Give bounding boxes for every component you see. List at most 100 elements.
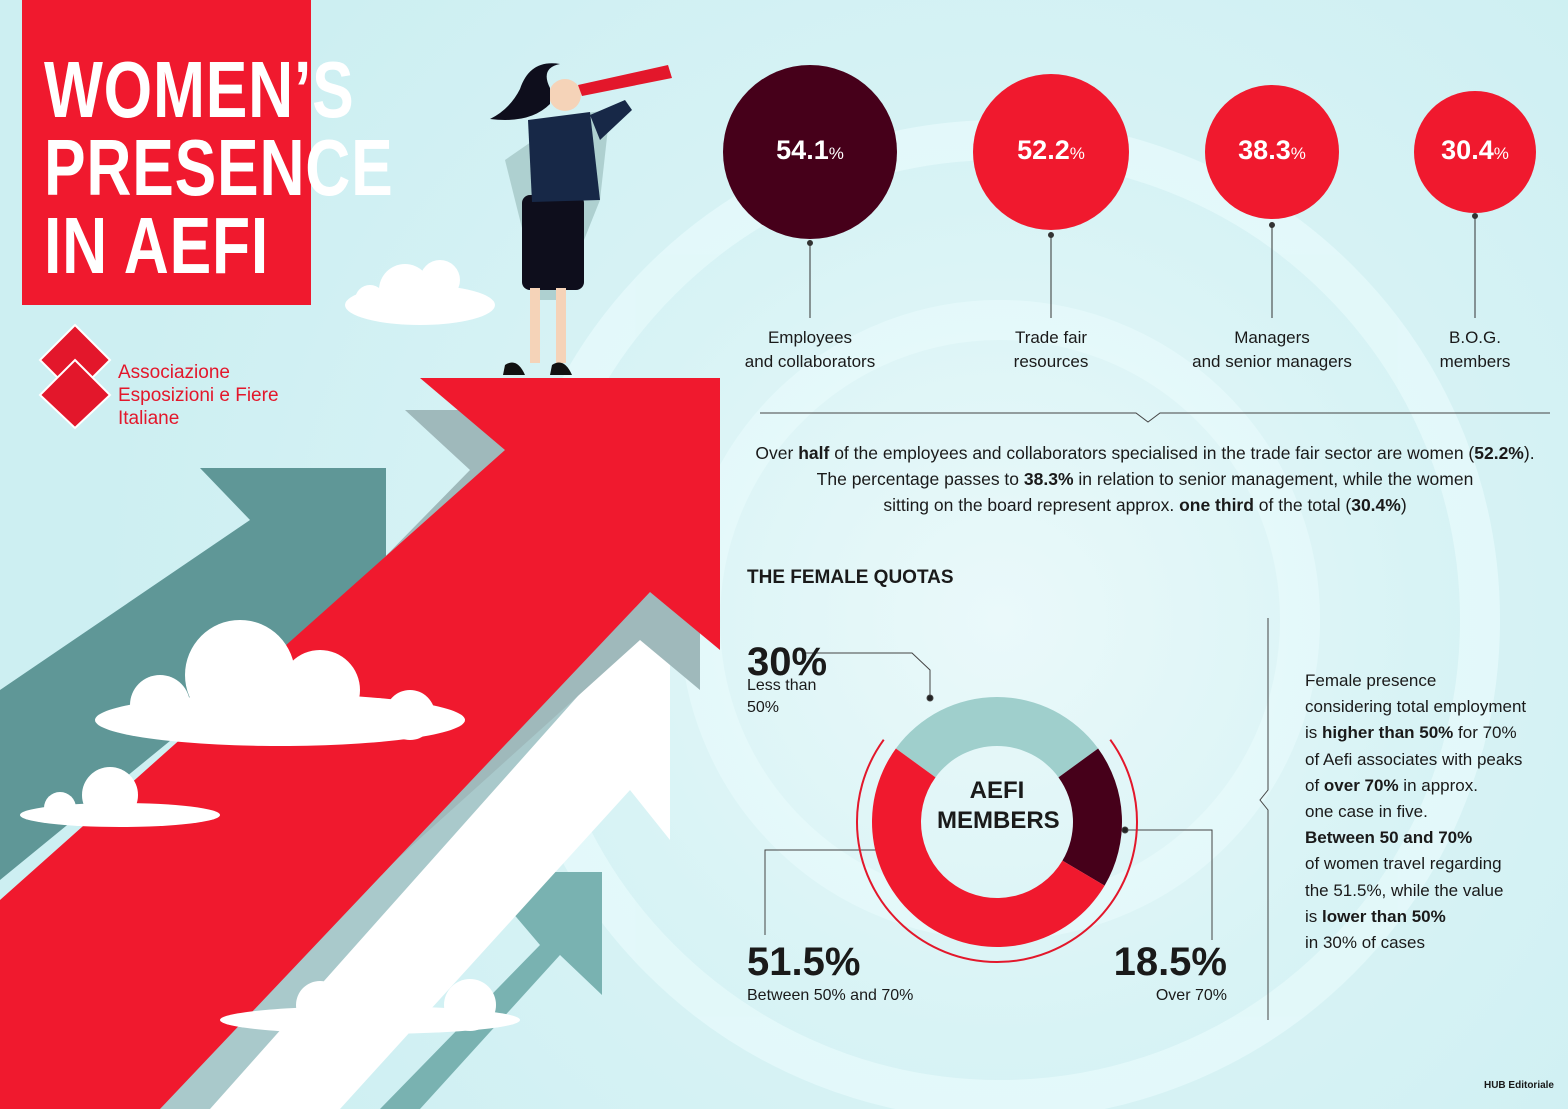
- value-label: 51.5%: [747, 940, 861, 984]
- summary: Over half of the employees and collabora…: [700, 440, 1568, 518]
- text-line: sitting on the board represent approx. o…: [700, 492, 1568, 518]
- outer-ring: [855, 739, 1138, 963]
- donut-segment: [1058, 748, 1122, 886]
- cloud: [95, 620, 465, 746]
- donut-chart: [855, 697, 1138, 963]
- stat-circle: [1414, 91, 1536, 213]
- stat-unit: %: [1290, 144, 1306, 163]
- stat-circle: [723, 65, 897, 239]
- leader-lines: [764, 652, 1213, 940]
- text-line: is lower than 50%: [1305, 904, 1526, 930]
- stat-label-line: B.O.G.: [1449, 328, 1501, 347]
- donut-segment: [872, 748, 1105, 947]
- stat-value: 54.1%: [710, 135, 910, 166]
- text-line: is higher than 50% for 70%: [1305, 720, 1526, 746]
- logo-mark: [38, 323, 112, 430]
- bold-text: 38.3%: [1023, 469, 1074, 489]
- bold-text: higher than 50%: [1322, 723, 1454, 743]
- text: is: [1305, 723, 1322, 743]
- text: one case in five.: [1305, 802, 1428, 822]
- stat-label-line: Trade fair: [1014, 328, 1088, 347]
- text: The percentage passes to: [816, 469, 1024, 489]
- text-line: one case in five.: [1305, 799, 1526, 825]
- center-line: MEMBERS: [937, 807, 1060, 834]
- stat-value: 38.3%: [1172, 135, 1372, 166]
- woman-figure: [490, 63, 672, 375]
- stat-label-line: resources: [1013, 352, 1089, 371]
- text-line: Female presence: [1305, 668, 1526, 694]
- logo-text: Italiane: [118, 408, 180, 429]
- text: of: [1305, 775, 1324, 795]
- bold-text: one third: [1179, 495, 1254, 515]
- bold-text: lower than 50%: [1322, 906, 1446, 926]
- stat-unit: %: [1493, 144, 1509, 163]
- text: of the employees and collaborators speci…: [829, 443, 1475, 463]
- stat-number: 30.4: [1441, 135, 1494, 165]
- cloud: [20, 767, 220, 827]
- cloud: [220, 950, 520, 1034]
- value-label: 30%: [747, 640, 828, 684]
- text: Over: [755, 443, 799, 463]
- teal-arrow-small: [380, 872, 602, 1109]
- text-line: Between 50 and 70%: [1305, 825, 1526, 851]
- stat-circle: [973, 74, 1129, 230]
- stat-unit: %: [1069, 144, 1085, 163]
- text: of Aefi associates with peaks: [1305, 749, 1523, 769]
- stat-label-line: Employees: [767, 328, 853, 347]
- center-line: AEFI: [969, 777, 1025, 804]
- stat-number: 38.3: [1238, 135, 1291, 165]
- divider: [760, 412, 1550, 1020]
- bold-text: 52.2%: [1474, 443, 1524, 463]
- text-line: considering total employment: [1305, 694, 1526, 720]
- donut-title: THE FEMALE QUOTAS: [747, 567, 954, 588]
- side-note: Female presence considering total employm…: [1305, 668, 1526, 956]
- text-line: in 30% of cases: [1305, 930, 1526, 956]
- stat-label: Managers and senior managers: [1152, 326, 1392, 374]
- stat-value: 52.2%: [951, 135, 1151, 166]
- bold-text: over 70%: [1323, 775, 1399, 795]
- stat-label-line: members: [1439, 352, 1511, 371]
- stat-number: 52.2: [1017, 135, 1070, 165]
- text: ).: [1523, 443, 1535, 463]
- category-label: Over 70%: [1155, 987, 1227, 1004]
- text-line: of women travel regarding: [1305, 851, 1526, 877]
- stat-label: Trade fair resources: [931, 326, 1171, 374]
- bold-text: 30.4%: [1351, 495, 1401, 515]
- text-line: The percentage passes to 38.3% in relati…: [700, 466, 1568, 492]
- stat-label-line: and senior managers: [1192, 352, 1352, 371]
- stat-label-line: Managers: [1234, 328, 1310, 347]
- category-label: Less than 50%: [747, 677, 817, 716]
- text: sitting on the board represent approx.: [883, 495, 1180, 515]
- text: considering total employment: [1305, 697, 1527, 717]
- text: is: [1305, 906, 1322, 926]
- title-box: [22, 0, 311, 305]
- stat-label: B.O.G. members: [1355, 326, 1568, 374]
- logo-text: Associazione: [118, 362, 230, 383]
- bold-text: Between 50 and 70%: [1305, 828, 1473, 848]
- bold-text: half: [798, 443, 830, 463]
- donut-center-label: AEFI MEMBERS: [937, 776, 1060, 836]
- text: for 70%: [1453, 723, 1517, 743]
- text-line: the 51.5%, while the value: [1305, 878, 1526, 904]
- stat-circle: [1205, 85, 1339, 219]
- title-line: WOMEN’S: [44, 45, 355, 134]
- stat-connectors: [807, 213, 1478, 318]
- credit: HUB Editoriale: [1483, 1080, 1554, 1091]
- value-label: 18.5%: [1113, 940, 1227, 984]
- text: in 30% of cases: [1305, 933, 1426, 953]
- cloud: [345, 260, 495, 325]
- text: Female presence: [1305, 671, 1437, 690]
- stat-label: Employees and collaborators: [690, 326, 930, 374]
- text: of women travel regarding: [1305, 854, 1502, 874]
- red-arrow: [0, 378, 720, 1109]
- text: in approx.: [1398, 775, 1478, 795]
- title-line: IN AEFI: [44, 201, 270, 290]
- text: the 51.5%, while the value: [1305, 880, 1504, 900]
- stat-unit: %: [828, 144, 844, 163]
- text-line: of over 70% in approx.: [1305, 773, 1526, 799]
- logo-text: Esposizioni e Fiere: [118, 385, 279, 406]
